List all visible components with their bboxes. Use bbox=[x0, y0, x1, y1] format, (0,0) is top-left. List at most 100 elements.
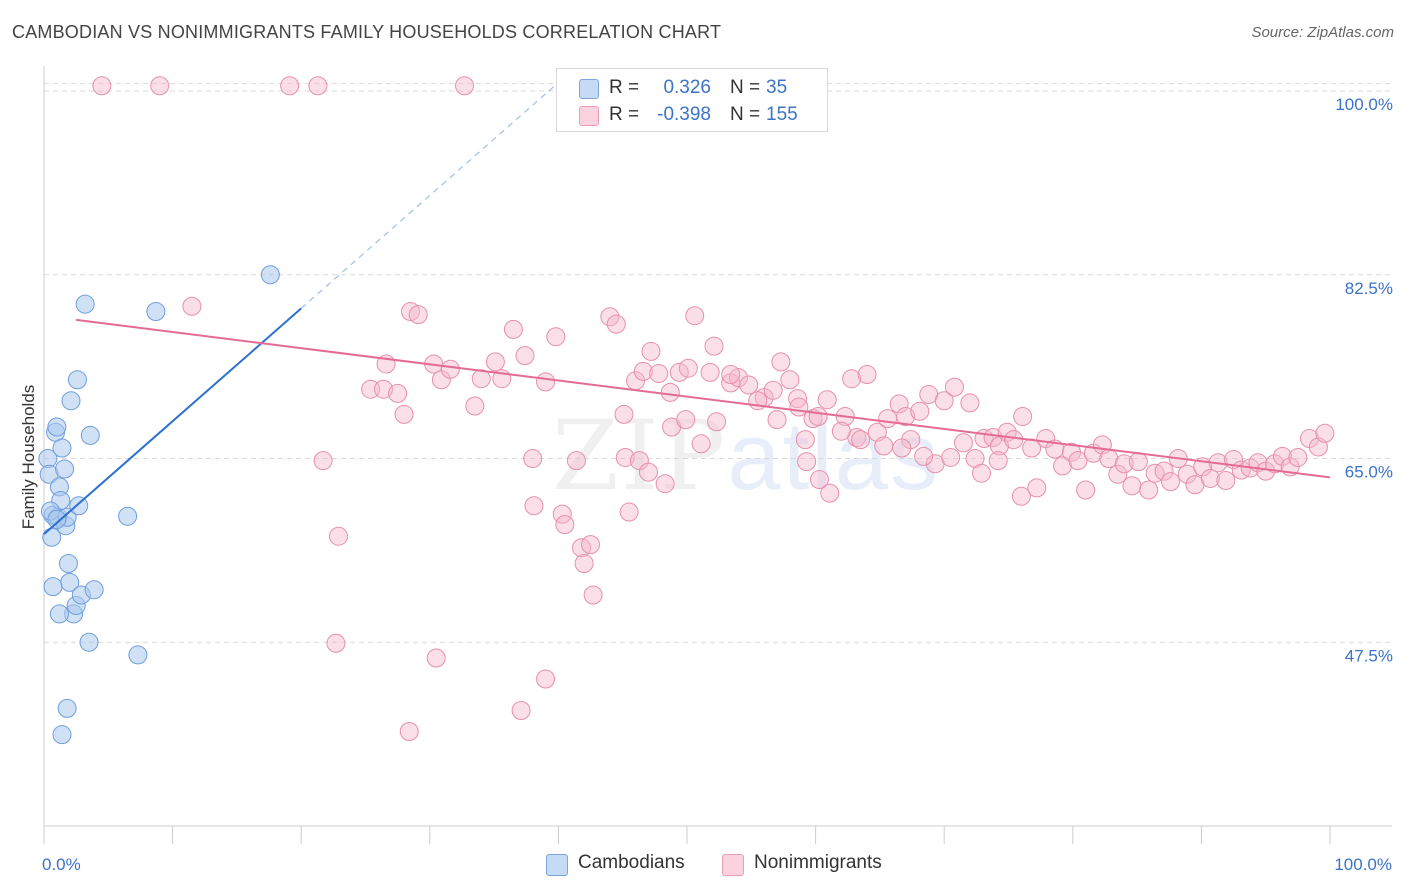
nonimmigrants-point bbox=[583, 585, 603, 605]
y-tick-label: 47.5% bbox=[1345, 646, 1393, 665]
y-tick-label: 100.0% bbox=[1335, 95, 1393, 114]
y-axis-title: Family Households bbox=[19, 385, 38, 530]
cambodians-point bbox=[55, 459, 75, 479]
watermark-zip: ZIP bbox=[552, 400, 728, 512]
cambodians-point bbox=[75, 294, 95, 314]
nonimmigrants-point bbox=[313, 451, 333, 471]
cambodians-point bbox=[49, 604, 69, 624]
nonimmigrants-point bbox=[1076, 480, 1096, 500]
nonimmigrants-point bbox=[669, 362, 689, 382]
nonimmigrants-point bbox=[523, 449, 543, 468]
chart-source: Source: ZipAtlas.com bbox=[1251, 24, 1394, 41]
nonimmigrants-point bbox=[581, 535, 601, 555]
nonimmigrants-point bbox=[1053, 456, 1073, 476]
nonimmigrants-point bbox=[655, 474, 675, 494]
nonimmigrants-point bbox=[546, 327, 566, 347]
cambodians-point bbox=[52, 725, 72, 745]
nonimmigrants-point bbox=[1161, 472, 1181, 492]
nonimmigrants-point bbox=[1154, 461, 1174, 481]
nonimmigrants-point bbox=[308, 76, 328, 96]
nonimmigrants-point bbox=[408, 305, 428, 325]
nonimmigrants-point bbox=[660, 382, 680, 402]
stats-legend: R = 0.326 N = 35 R = -0.398 N = 155 bbox=[556, 68, 828, 132]
cambodians-point bbox=[57, 698, 77, 718]
nonimmigrants-point bbox=[1045, 439, 1065, 459]
nonimmigrants-point bbox=[524, 496, 544, 516]
y-tick-label: 82.5% bbox=[1345, 279, 1393, 298]
nonimmigrants-point bbox=[704, 336, 724, 356]
nonimmigrants-point bbox=[788, 389, 808, 409]
nonimmigrants-point bbox=[971, 463, 991, 483]
x-tick-label: 100.0% bbox=[1334, 855, 1392, 874]
nonimmigrants-point bbox=[1122, 476, 1142, 496]
nonimmigrants-point bbox=[739, 375, 759, 395]
nonimmigrants-point bbox=[1265, 454, 1285, 474]
nonimmigrants-point bbox=[691, 434, 711, 454]
nonimmigrants-point bbox=[455, 76, 475, 96]
legend-label: Cambodians bbox=[578, 852, 685, 873]
cambodians-point bbox=[52, 438, 72, 458]
nonimmigrants-point bbox=[1004, 430, 1024, 450]
nonimmigrants-point bbox=[676, 410, 696, 430]
trend-lines bbox=[43, 82, 1331, 535]
nonimmigrants-point bbox=[988, 451, 1008, 471]
legend-r-value: -0.398 bbox=[657, 104, 711, 125]
nonimmigrants-point bbox=[511, 701, 531, 720]
legend-label: Nonimmigrants bbox=[754, 852, 882, 873]
cambodians-point bbox=[69, 496, 89, 516]
nonimmigrants-point bbox=[536, 372, 556, 392]
legend-r-value: 0.326 bbox=[663, 77, 711, 98]
nonimmigrants-point bbox=[600, 307, 620, 327]
axes bbox=[43, 66, 1392, 844]
nonimmigrants-point bbox=[326, 633, 346, 653]
cambodians-point bbox=[118, 506, 138, 526]
nonimmigrants-point bbox=[92, 76, 112, 96]
gridlines bbox=[44, 83, 1392, 643]
legend-row-nonimmigrants: R = -0.398 N = 155 bbox=[557, 102, 827, 128]
nonimmigrants-point bbox=[934, 391, 954, 411]
cambodians-points bbox=[38, 265, 280, 745]
nonimmigrants-point bbox=[910, 401, 930, 421]
nonimmigrants-point bbox=[1027, 478, 1047, 498]
y-tick-label: 65.0% bbox=[1345, 463, 1393, 482]
nonimmigrants-point bbox=[641, 341, 661, 361]
nonimmigrants-point bbox=[795, 430, 815, 450]
nonimmigrants-point bbox=[831, 421, 851, 441]
nonimmigrants-point bbox=[809, 470, 829, 489]
nonimmigrants-point bbox=[440, 359, 460, 379]
cambodians-point bbox=[79, 632, 99, 652]
legend-r-label: R = bbox=[609, 77, 640, 98]
nonimmigrants-point bbox=[721, 365, 741, 384]
nonimmigrants-point bbox=[1200, 468, 1220, 488]
nonimmigrants-point bbox=[1068, 451, 1088, 471]
x-tick-label: 0.0% bbox=[42, 855, 81, 874]
nonimmigrants-point bbox=[767, 410, 787, 430]
legend-n-value: 155 bbox=[766, 104, 798, 125]
nonimmigrants-point bbox=[728, 368, 748, 388]
nonimmigrants-point bbox=[1216, 471, 1236, 491]
nonimmigrants-point bbox=[485, 352, 505, 372]
nonimmigrants-point bbox=[555, 515, 575, 535]
nonimmigrants-point bbox=[685, 306, 705, 326]
nonimmigrants-point bbox=[780, 370, 800, 390]
cambodians-point bbox=[80, 425, 100, 445]
nonimmigrants-point bbox=[678, 358, 698, 378]
legend-n-label: N = bbox=[730, 104, 761, 125]
nonimmigrants-point bbox=[878, 409, 898, 429]
nonimmigrants-point bbox=[150, 76, 170, 96]
nonimmigrants-point bbox=[914, 446, 934, 466]
tick-labels: 47.5% 65.0% 82.5% 100.0% 0.0% 100.0% bbox=[42, 95, 1393, 874]
cambodians-point bbox=[67, 370, 87, 390]
cambodians-point bbox=[260, 265, 280, 285]
nonimmigrants-point bbox=[960, 393, 980, 413]
nonimmigrants-point bbox=[771, 352, 791, 372]
legend-n-label: N = bbox=[730, 77, 761, 98]
cambodians-point bbox=[146, 302, 166, 321]
nonimmigrants-point bbox=[649, 363, 669, 383]
nonimmigrants-point bbox=[574, 554, 594, 573]
nonimmigrants-point bbox=[797, 452, 817, 472]
nonimmigrants-point bbox=[1128, 452, 1148, 472]
nonimmigrants-point bbox=[874, 436, 894, 456]
cambodians-point bbox=[84, 580, 104, 600]
nonimmigrants-point bbox=[328, 526, 348, 546]
